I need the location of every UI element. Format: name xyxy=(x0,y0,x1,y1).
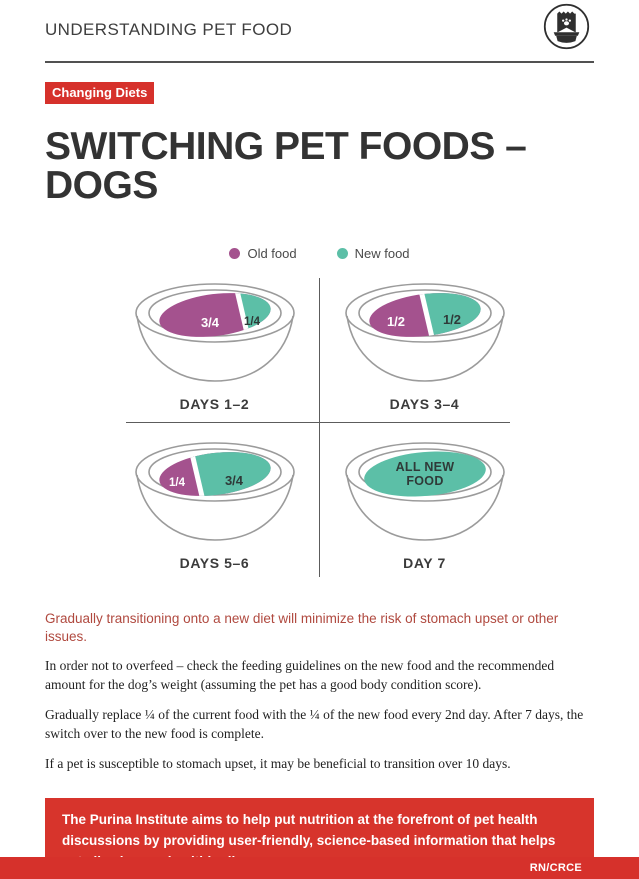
bottom-red-bar: RN/CRCE xyxy=(0,857,639,879)
bowl-caption: DAYS 1–2 xyxy=(179,396,250,412)
pet-food-bag-and-bowl-icon xyxy=(543,3,590,50)
legend-label-new: New food xyxy=(354,246,410,261)
bowl-diagram-icon: 1/2 1/2 xyxy=(344,283,505,382)
grid-horizontal-divider xyxy=(125,422,510,423)
page-kicker: UNDERSTANDING PET FOOD xyxy=(45,20,293,39)
bowl-diagram-icon: 1/4 3/4 xyxy=(134,442,295,541)
portion-label-old: 1/2 xyxy=(386,314,404,329)
bowl-days-3-4: 1/2 1/2 DAYS 3–4 xyxy=(320,274,530,422)
bowl-diagram-icon: ALL NEW FOOD xyxy=(344,442,505,541)
bowl-caption: DAYS 3–4 xyxy=(389,396,460,412)
body-paragraph: In order not to overfeed – check the fee… xyxy=(45,658,555,693)
legend: Old food New food xyxy=(45,246,594,261)
body-paragraph: Gradually replace ¼ of the current food … xyxy=(45,707,584,742)
portion-label-old: 1/4 xyxy=(169,477,186,489)
portion-label-new-line1: ALL NEW xyxy=(395,460,454,474)
bowl-caption: DAY 7 xyxy=(403,555,446,571)
section-badge: Changing Diets xyxy=(45,82,155,104)
old-food-dot-icon xyxy=(229,248,241,259)
grid-vertical-divider xyxy=(319,278,320,577)
legend-label-old: Old food xyxy=(247,246,297,261)
bowl-caption: DAYS 5–6 xyxy=(179,555,250,571)
bowl-diagram-icon: 3/4 1/4 xyxy=(134,283,295,382)
portion-label-new: 1/2 xyxy=(442,312,460,327)
body-paragraph: If a pet is susceptible to stomach upset… xyxy=(45,756,511,771)
new-food-dot-icon xyxy=(336,248,348,259)
bowl-day-7: ALL NEW FOOD DAY 7 xyxy=(320,422,530,581)
lead-sentence: Gradually transitioning onto a new diet … xyxy=(45,611,559,645)
portion-label-old: 3/4 xyxy=(200,315,219,330)
header-divider xyxy=(45,61,594,63)
legend-item-old-food: Old food xyxy=(229,246,297,261)
bowl-days-1-2: 3/4 1/4 DAYS 1–2 xyxy=(110,274,320,422)
bowl-days-5-6: 1/4 3/4 DAYS 5–6 xyxy=(110,422,320,581)
page-title: SWITCHING PET FOODS – DOGS xyxy=(45,125,527,207)
portion-label-new-line2: FOOD xyxy=(406,474,443,488)
portion-label-new: 1/4 xyxy=(244,316,261,328)
portion-label-new: 3/4 xyxy=(224,473,243,488)
legend-item-new-food: New food xyxy=(336,246,410,261)
bowls-diagram: 3/4 1/4 DAYS 1–2 1/2 xyxy=(110,274,530,581)
document-code: RN/CRCE xyxy=(529,862,582,874)
